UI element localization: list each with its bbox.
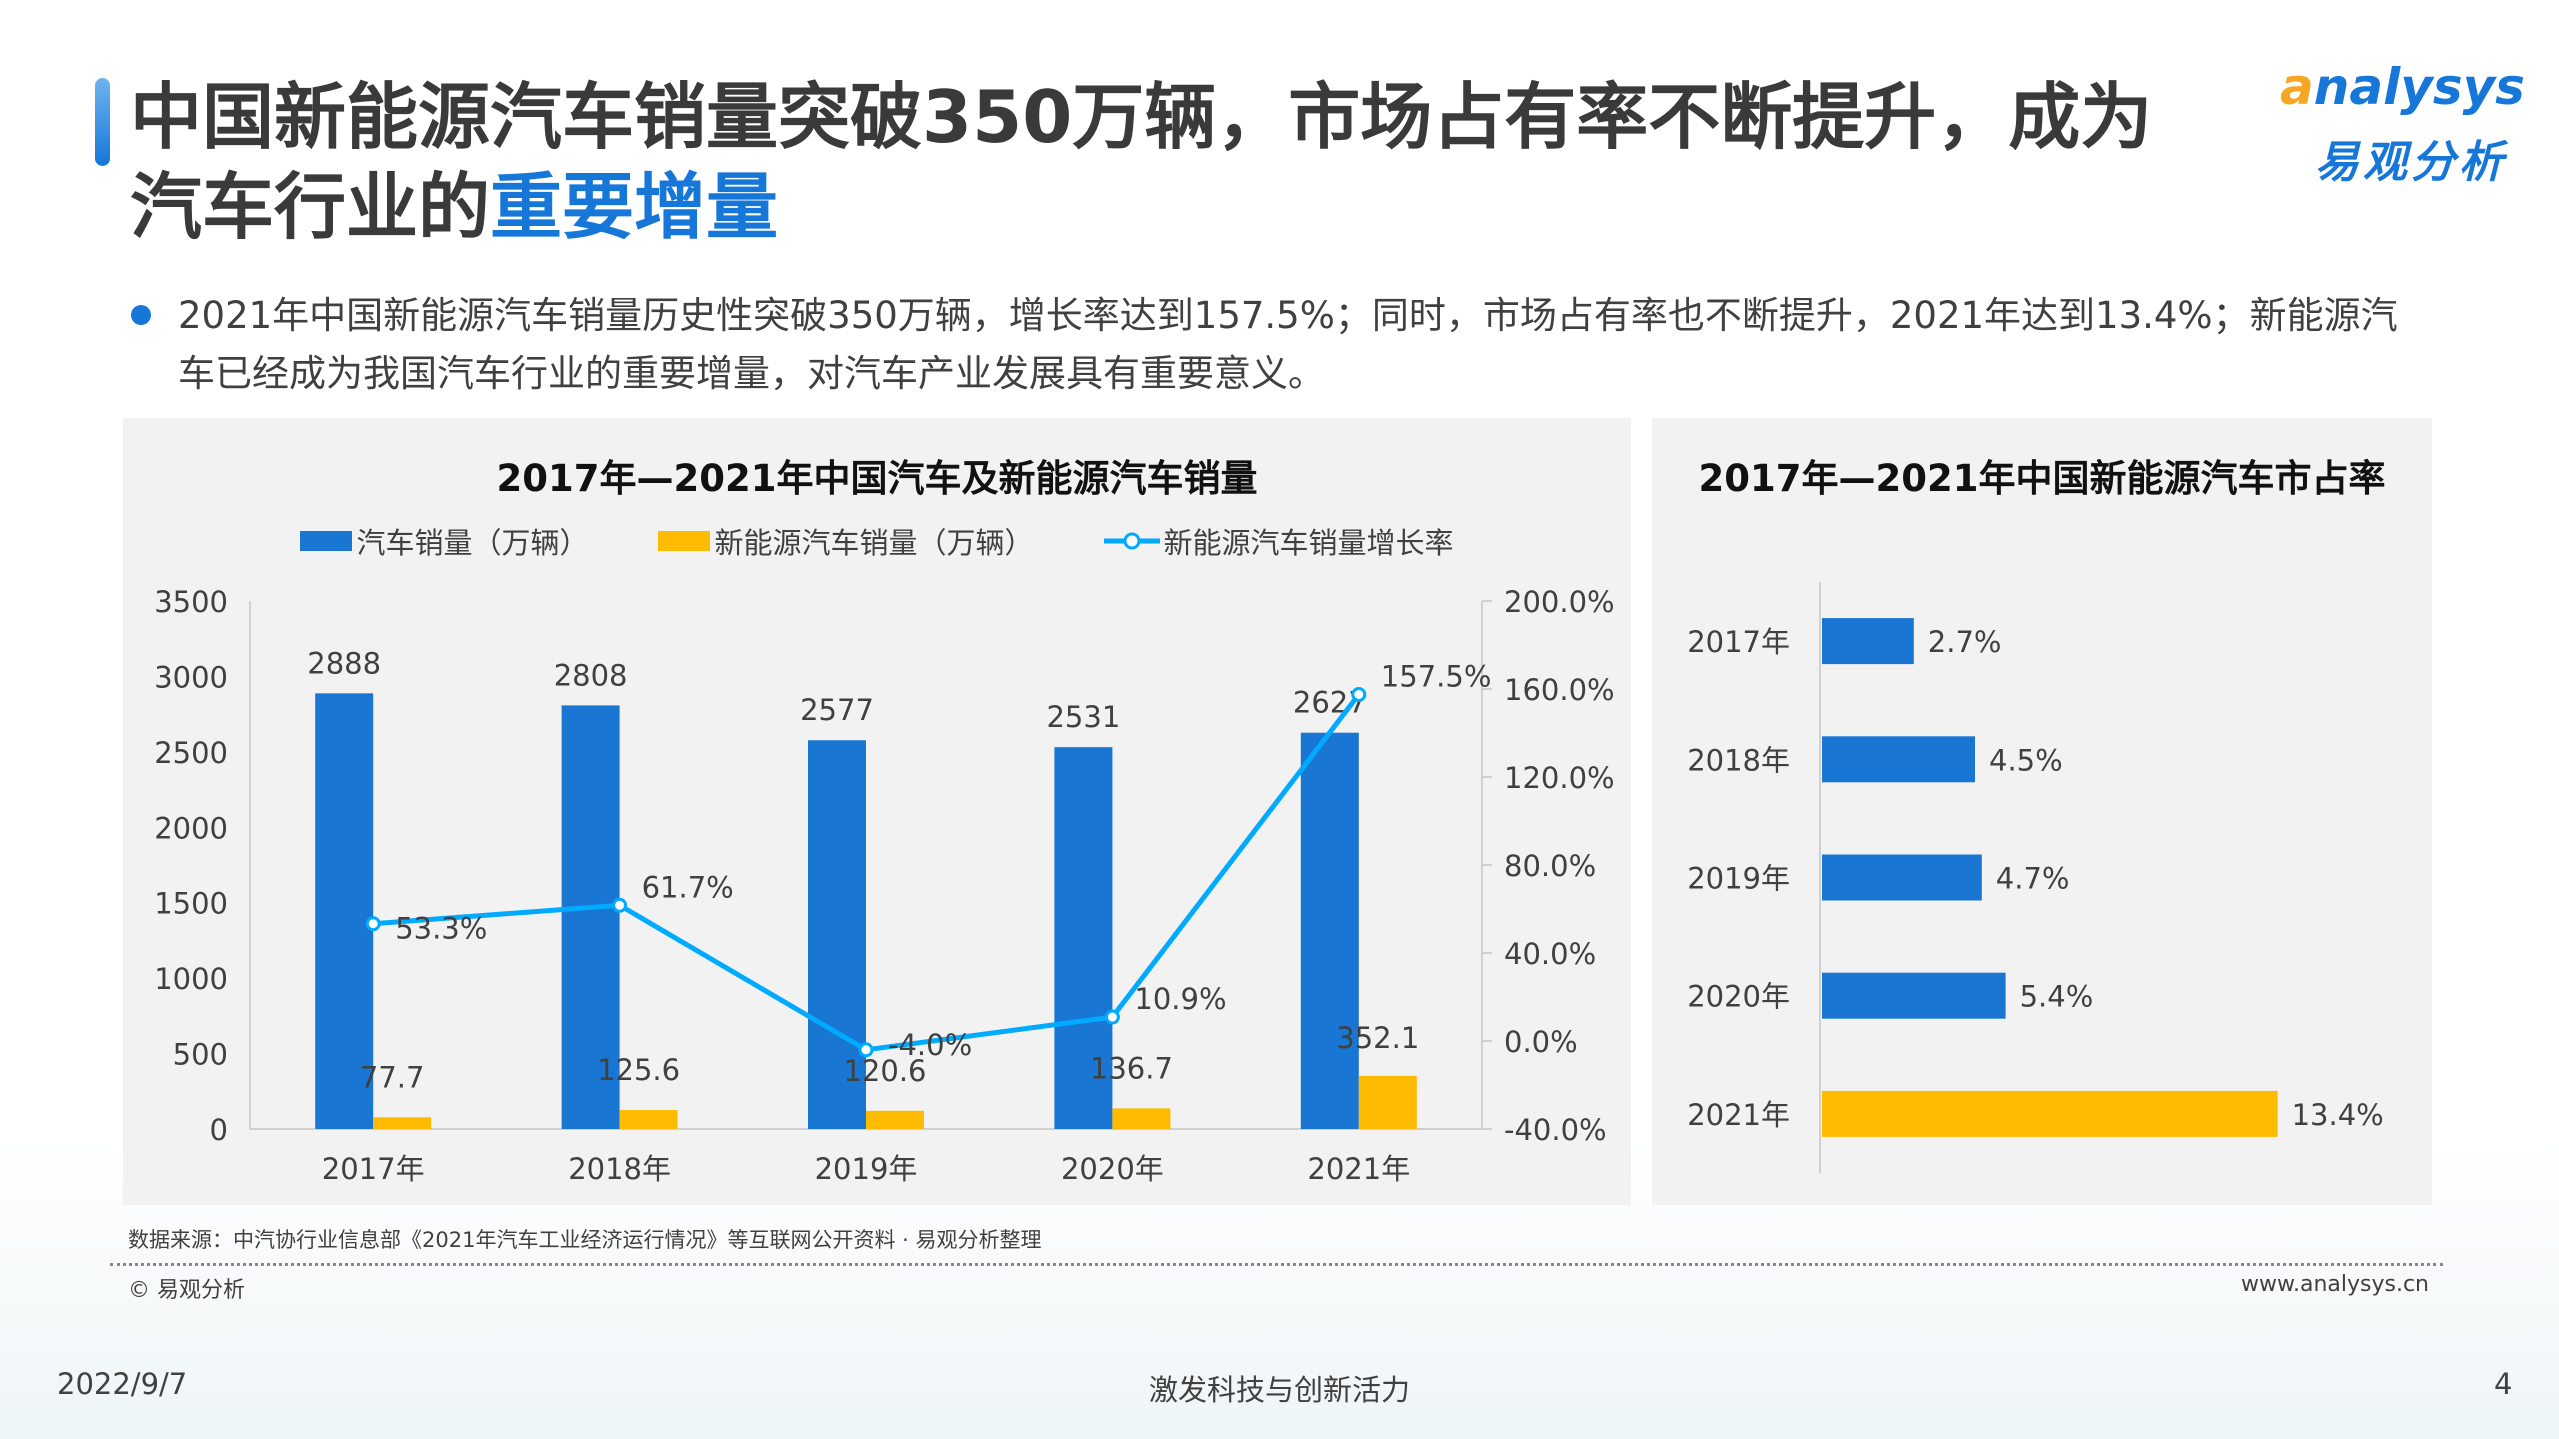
share-chart-panel: 2017年—2021年中国新能源汽车市占率 2017年 2.7% 2018年 4.5%… xyxy=(1652,418,2432,1205)
title-accent-bar xyxy=(95,78,110,166)
y-tick-label: 3000 xyxy=(154,660,228,694)
data-label-nev-sales: 77.7 xyxy=(360,1060,425,1094)
data-label-nev-sales: 352.1 xyxy=(1336,1021,1419,1055)
y-tick-label: 1000 xyxy=(154,962,228,996)
share-chart-plot: 2017年 2.7% 2018年 4.5% 2019年 4.7% 2020年 5.4% 2021… xyxy=(1687,582,2384,1173)
bar-nev-sales xyxy=(619,1110,678,1129)
growth-point xyxy=(1104,1009,1120,1025)
title-line-1: 中国新能源汽车销量突破350万辆，市场占有率不断提升，成为 xyxy=(130,75,2153,159)
analysys-logo: analysys 易观分析 xyxy=(2280,58,2525,188)
data-label-market-share: 4.7% xyxy=(1996,862,2070,896)
bar-nev-sales xyxy=(866,1110,924,1129)
data-label-growth: 53.3% xyxy=(395,912,487,946)
legend-item-growth: 新能源汽车销量增长率 xyxy=(1103,520,1454,562)
y-tick-label: 2018年 xyxy=(1687,743,1790,777)
x-tick-label: 2020年 xyxy=(1061,1152,1164,1186)
divider xyxy=(110,1263,2443,1266)
bar-car-sales xyxy=(1300,732,1359,1129)
data-label-nev-sales: 120.6 xyxy=(843,1054,926,1088)
x-tick-label: 2021年 xyxy=(1307,1152,1410,1186)
data-label-car-sales: 2888 xyxy=(307,646,381,680)
bar-market-share xyxy=(1822,736,1975,783)
growth-point xyxy=(1351,687,1367,702)
bar-car-sales xyxy=(315,693,374,1129)
y2-tick-label: 0.0% xyxy=(1504,1025,1578,1059)
data-label-car-sales: 2808 xyxy=(554,658,628,692)
data-label-car-sales: 2577 xyxy=(800,693,874,727)
growth-point xyxy=(858,1042,874,1058)
y2-tick-label: 40.0% xyxy=(1504,937,1596,971)
data-label-growth: 10.9% xyxy=(1134,982,1226,1016)
legend-item-car-sales: 汽车销量（万辆） xyxy=(300,520,588,562)
data-source: 数据来源：中汽协行业信息部《2021年汽车工业经济运行情况》等互联网公开资料 ·… xyxy=(128,1228,1042,1252)
bar-nev-sales xyxy=(1358,1075,1417,1129)
title-highlight: 重要增量 xyxy=(490,165,779,249)
page-title: 中国新能源汽车销量突破350万辆，市场占有率不断提升，成为 汽车行业的重要增量 xyxy=(130,72,2280,252)
y-tick-label: 500 xyxy=(173,1038,228,1072)
sales-chart-panel: 2017年—2021年中国汽车及新能源汽车销量 汽车销量（万辆） 新能源汽车销量… xyxy=(123,418,1631,1205)
data-label-market-share: 5.4% xyxy=(2020,980,2094,1014)
bar-nev-sales xyxy=(1112,1108,1171,1129)
title-line-2: 汽车行业的 xyxy=(130,165,491,249)
bar-nev-sales xyxy=(373,1117,432,1129)
bar-market-share xyxy=(1822,972,2006,1019)
y2-tick-label: 120.0% xyxy=(1504,761,1615,795)
growth-point xyxy=(365,916,381,932)
data-label-nev-sales: 125.6 xyxy=(597,1053,680,1087)
y-tick-label: 2000 xyxy=(154,811,228,845)
page-number: 4 xyxy=(2494,1367,2513,1401)
y-tick-label: 3500 xyxy=(154,585,228,619)
x-tick-label: 2018年 xyxy=(568,1152,671,1186)
bar-market-share xyxy=(1822,1090,2278,1137)
y-tick-label: 1500 xyxy=(154,887,228,921)
growth-point xyxy=(612,897,628,913)
data-label-growth: 61.7% xyxy=(642,870,734,904)
sales-chart-plot: 0 500 1000 1500 2000 2500 3000 3500 -40.0% 0.0% 40… xyxy=(154,585,1615,1186)
share-chart-title: 2017年—2021年中国新能源汽车市占率 xyxy=(1698,457,2386,500)
data-label-market-share: 2.7% xyxy=(1928,625,2002,659)
footer-slogan: 激发科技与创新活力 xyxy=(1148,1373,1410,1407)
data-label-market-share: 4.5% xyxy=(1989,743,2063,777)
summary-text: 2021年中国新能源汽车销量历史性突破350万辆，增长率达到157.5%；同时，… xyxy=(178,294,2398,395)
data-label-growth: -4.0% xyxy=(888,1028,972,1062)
y-tick-label: 2021年 xyxy=(1687,1098,1790,1132)
x-tick-label: 2019年 xyxy=(815,1152,918,1186)
data-label-market-share: 13.4% xyxy=(2292,1098,2384,1132)
y-tick-label: 2019年 xyxy=(1687,862,1790,896)
copyright: © 易观分析 xyxy=(128,1278,245,1303)
bar-market-share xyxy=(1822,854,1982,901)
y-tick-label: 2017年 xyxy=(1687,625,1790,659)
bar-car-sales xyxy=(561,705,620,1129)
x-tick-label: 2017年 xyxy=(322,1152,425,1186)
bar-car-sales xyxy=(808,740,866,1129)
y2-tick-label: 80.0% xyxy=(1504,849,1596,883)
website-link[interactable]: www.analysys.cn xyxy=(2241,1272,2429,1297)
y-tick-label: 2020年 xyxy=(1687,980,1790,1014)
y-tick-label: 2500 xyxy=(154,736,228,770)
data-label-nev-sales: 136.7 xyxy=(1090,1051,1173,1085)
sales-chart-legend: 汽车销量（万辆） 新能源汽车销量（万辆） 新能源汽车销量增长率 xyxy=(123,520,1631,562)
sales-chart-title: 2017年—2021年中国汽车及新能源汽车销量 xyxy=(496,457,1258,500)
bar-market-share xyxy=(1822,618,1914,665)
footer-date: 2022/9/7 xyxy=(57,1367,188,1401)
bar-car-sales xyxy=(1054,747,1113,1129)
y-tick-label: 0 xyxy=(210,1113,228,1147)
bullet-icon xyxy=(131,305,151,325)
legend-item-nev-sales: 新能源汽车销量（万辆） xyxy=(658,520,1034,562)
data-label-car-sales: 2531 xyxy=(1046,700,1120,734)
data-label-growth: 157.5% xyxy=(1381,660,1492,694)
y2-tick-label: -40.0% xyxy=(1504,1113,1607,1147)
y2-tick-label: 200.0% xyxy=(1504,585,1615,619)
y2-tick-label: 160.0% xyxy=(1504,673,1615,707)
